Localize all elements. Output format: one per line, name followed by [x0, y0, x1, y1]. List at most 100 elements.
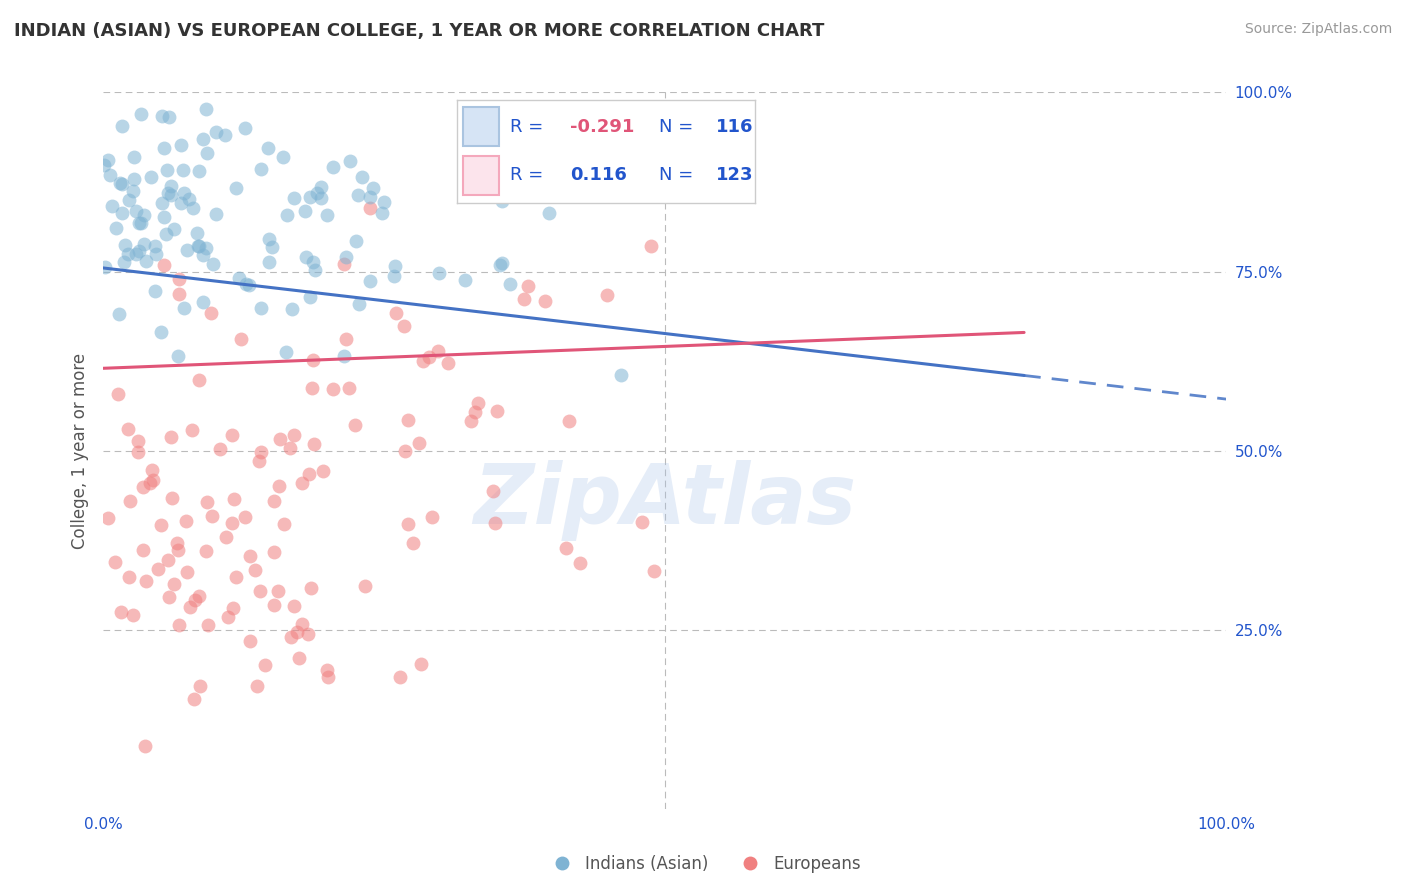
Point — [174, 514, 197, 528]
Point — [163, 577, 186, 591]
Point — [93, 260, 115, 275]
Point — [555, 541, 578, 556]
Point — [347, 297, 370, 311]
Point — [204, 125, 226, 139]
Point — [173, 186, 195, 201]
Point — [160, 187, 183, 202]
Point — [269, 432, 291, 446]
Point — [354, 579, 377, 593]
Point — [235, 277, 257, 292]
Point — [117, 422, 139, 436]
Point — [643, 564, 665, 578]
Point — [141, 463, 163, 477]
Point — [186, 226, 208, 240]
Point — [157, 553, 180, 567]
Point — [225, 570, 247, 584]
Point — [239, 634, 262, 648]
Point — [187, 373, 209, 387]
Point — [339, 154, 361, 169]
Point — [283, 427, 305, 442]
Point — [263, 598, 285, 612]
Point — [299, 290, 322, 304]
Point — [150, 109, 173, 123]
Point — [436, 356, 458, 370]
Point — [132, 236, 155, 251]
Point — [195, 146, 218, 161]
Point — [298, 467, 321, 481]
Point — [131, 480, 153, 494]
Point — [396, 516, 419, 531]
Point — [335, 251, 357, 265]
Point — [194, 241, 217, 255]
Point — [163, 222, 186, 236]
Point — [150, 196, 173, 211]
Y-axis label: College, 1 year or more: College, 1 year or more — [72, 352, 89, 549]
Point — [359, 201, 381, 215]
Point — [389, 670, 412, 684]
Point — [271, 150, 294, 164]
Point — [149, 325, 172, 339]
Point — [160, 430, 183, 444]
Point — [276, 345, 298, 359]
Point — [363, 181, 385, 195]
Point — [129, 107, 152, 121]
Point — [156, 162, 179, 177]
Point — [557, 414, 579, 428]
Point — [359, 190, 381, 204]
Point — [93, 158, 115, 172]
Point — [201, 508, 224, 523]
Point — [127, 445, 149, 459]
Point — [513, 292, 536, 306]
Point — [187, 239, 209, 253]
Point — [322, 382, 344, 396]
Point — [231, 332, 253, 346]
Point — [249, 162, 271, 177]
Point — [285, 624, 308, 639]
Point — [318, 670, 340, 684]
Point — [460, 414, 482, 428]
Point — [169, 618, 191, 632]
Text: ZipAtlas: ZipAtlas — [474, 460, 856, 541]
Point — [107, 387, 129, 401]
Point — [486, 404, 509, 418]
Point — [427, 266, 450, 280]
Point — [243, 563, 266, 577]
Point — [533, 294, 555, 309]
Point — [145, 247, 167, 261]
Point — [418, 351, 440, 365]
Point — [104, 221, 127, 235]
Point — [143, 285, 166, 299]
Point — [304, 263, 326, 277]
Point — [122, 607, 145, 622]
Point — [100, 168, 122, 182]
Point — [344, 235, 367, 249]
Point — [176, 566, 198, 580]
Point — [464, 405, 486, 419]
Point — [291, 476, 314, 491]
Point — [173, 301, 195, 316]
Point — [246, 679, 269, 693]
Point — [104, 555, 127, 569]
Text: INDIAN (ASIAN) VS EUROPEAN COLLEGE, 1 YEAR OR MORE CORRELATION CHART: INDIAN (ASIAN) VS EUROPEAN COLLEGE, 1 YE… — [14, 22, 824, 40]
Point — [169, 196, 191, 211]
Point — [309, 180, 332, 194]
Point — [222, 492, 245, 507]
Point — [254, 657, 277, 672]
Point — [239, 549, 262, 563]
Point — [233, 509, 256, 524]
Point — [304, 436, 326, 450]
Point — [453, 272, 475, 286]
Point — [396, 413, 419, 427]
Point — [208, 442, 231, 457]
Point — [110, 606, 132, 620]
Point — [167, 272, 190, 286]
Point — [111, 119, 134, 133]
Point — [179, 600, 201, 615]
Point — [139, 170, 162, 185]
Point — [181, 201, 204, 215]
Point — [260, 240, 283, 254]
Point — [311, 191, 333, 205]
Point — [114, 238, 136, 252]
Point — [183, 692, 205, 706]
Point — [273, 516, 295, 531]
